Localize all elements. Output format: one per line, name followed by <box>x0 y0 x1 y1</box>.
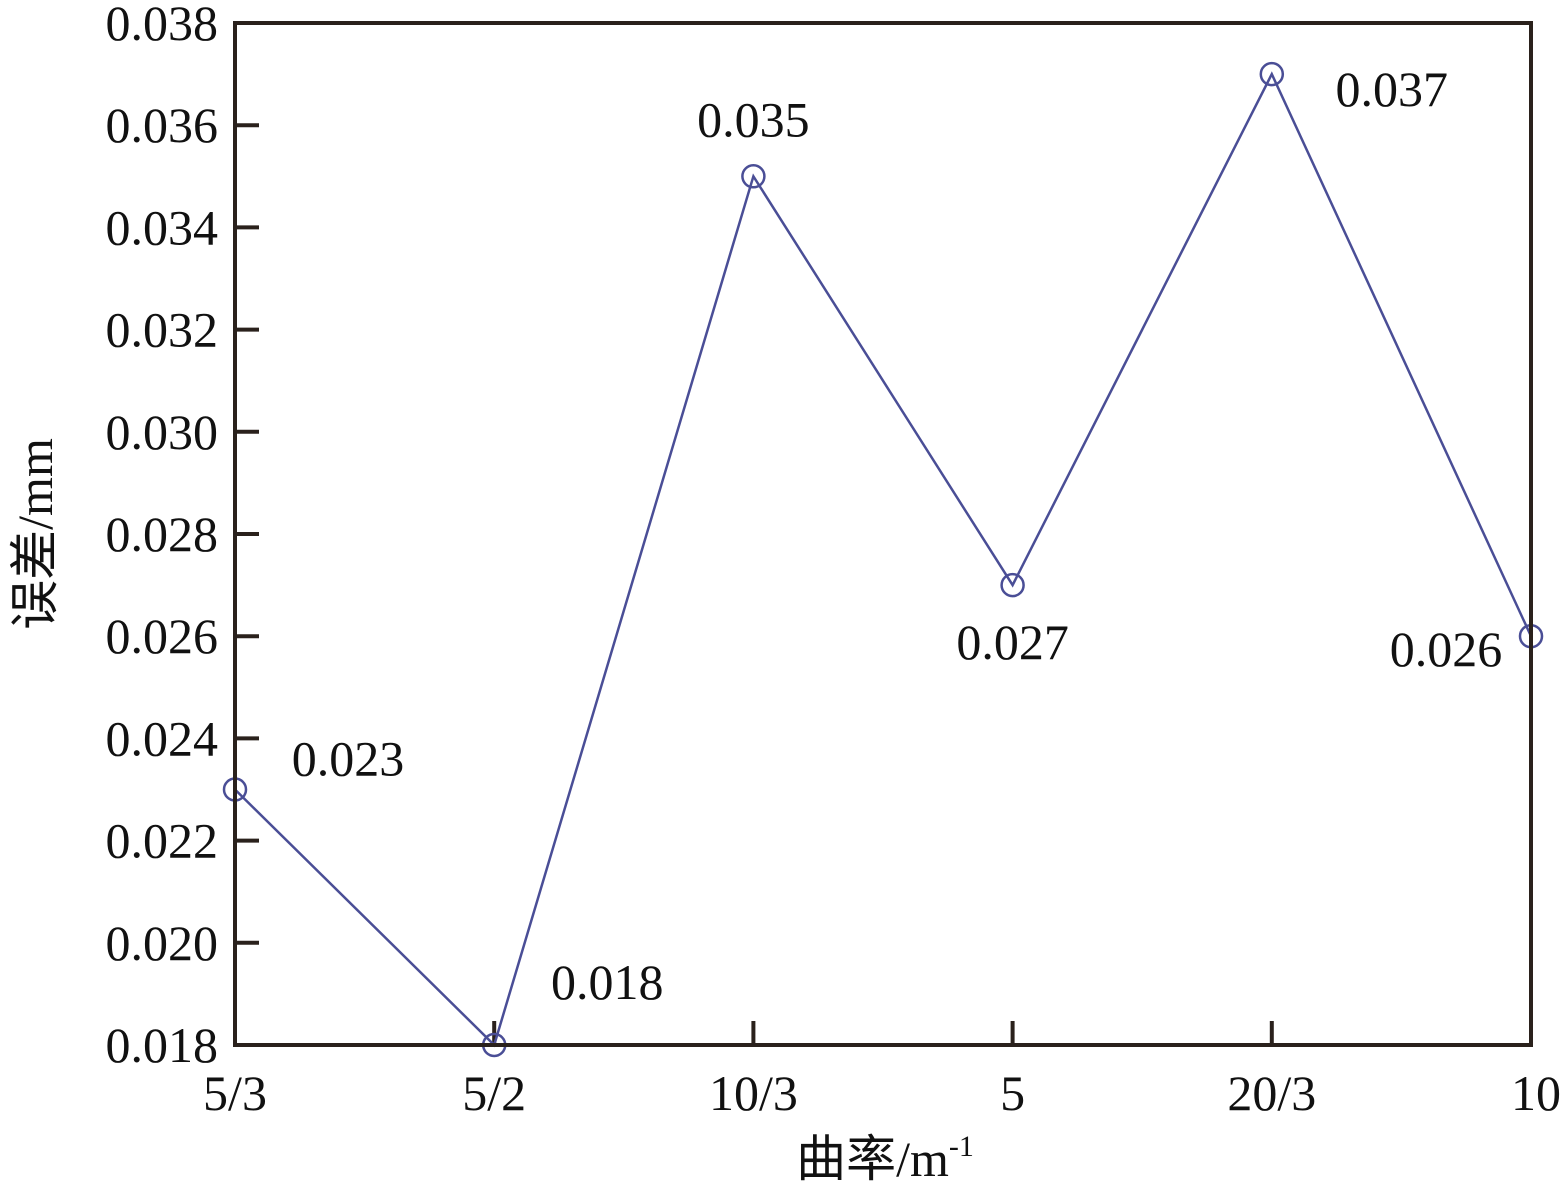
x-tick-label: 10/3 <box>709 1065 798 1121</box>
x-axis-title: 曲率/m-1 <box>796 1130 974 1187</box>
data-label: 0.018 <box>551 954 664 1010</box>
data-point <box>1259 61 1285 87</box>
y-tick-label: 0.028 <box>106 506 219 562</box>
series-line <box>234 71 1533 1048</box>
x-tick-label: 5/2 <box>462 1065 526 1121</box>
x-tick-label: 5 <box>1000 1065 1025 1121</box>
data-labels: 0.023 0.018 0.035 0.027 0.037 0.026 <box>292 61 1503 1010</box>
data-point <box>741 164 766 189</box>
y-tick-label: 0.036 <box>106 97 219 153</box>
x-axis-title-text: 曲率/m <box>796 1131 949 1187</box>
data-point <box>1000 572 1025 598</box>
data-label: 0.027 <box>956 614 1069 670</box>
x-axis-title-superscript: -1 <box>949 1130 974 1163</box>
y-tick-label: 0.018 <box>106 1017 219 1073</box>
x-tick-label: 10 <box>1511 1065 1561 1121</box>
x-tick-labels: 5/3 5/2 10/3 5 20/3 10 <box>203 1065 1561 1121</box>
plot-frame <box>233 21 1533 1047</box>
y-tick-labels: 0.018 0.020 0.022 0.024 0.026 0.028 0.030 0.032… <box>106 0 219 1073</box>
y-tick-label: 0.032 <box>106 302 219 358</box>
x-tick-label: 20/3 <box>1227 1065 1316 1121</box>
tick-marks <box>233 21 1533 1047</box>
data-label: 0.035 <box>697 91 810 147</box>
y-tick-label: 0.038 <box>106 0 219 51</box>
y-tick-label: 0.030 <box>106 404 219 460</box>
y-tick-label: 0.034 <box>106 199 219 255</box>
x-tick-label: 5/3 <box>203 1065 267 1121</box>
series-layer <box>222 61 1544 1058</box>
data-label: 0.023 <box>292 731 405 787</box>
y-tick-label: 0.022 <box>106 813 219 869</box>
y-axis-title: 误差/mm <box>7 438 63 630</box>
y-tick-label: 0.024 <box>106 710 219 766</box>
y-tick-label: 0.020 <box>106 915 219 971</box>
y-tick-label: 0.026 <box>106 608 219 664</box>
data-label: 0.026 <box>1390 621 1503 677</box>
data-label: 0.037 <box>1336 61 1449 117</box>
